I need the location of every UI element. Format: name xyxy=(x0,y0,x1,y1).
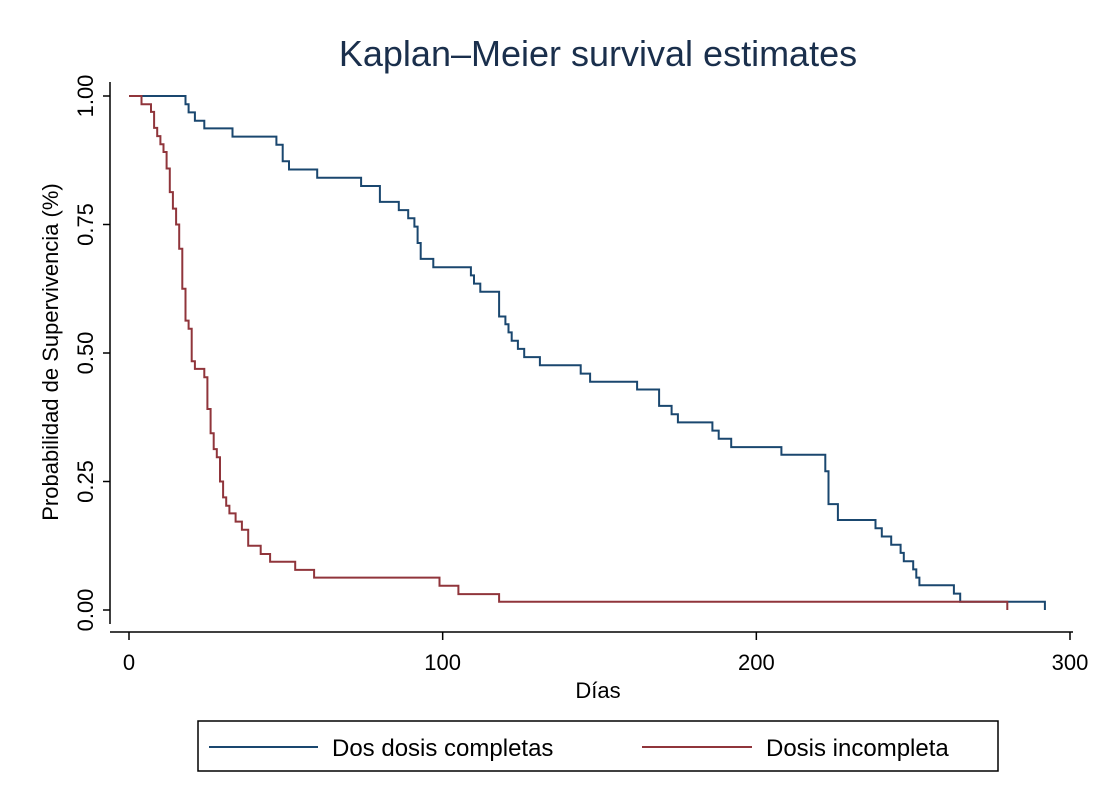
series-lines xyxy=(129,95,1046,610)
legend-item-1: Dos dosis completas xyxy=(209,735,553,762)
x-axis-ticks: 0 100 200 300 xyxy=(123,632,1088,675)
chart-title: Kaplan–Meier survival estimates xyxy=(339,33,857,74)
y-axis-label: Probabilidad de Supervivencia (%) xyxy=(38,183,63,521)
legend-label-1: Dos dosis completas xyxy=(332,735,553,762)
y-tick-label: 0.75 xyxy=(73,203,98,246)
y-tick-label: 0.25 xyxy=(73,460,98,503)
y-tick-label: 0.50 xyxy=(73,332,98,375)
series-line-1 xyxy=(129,95,1046,610)
x-tick-label: 0 xyxy=(123,650,135,675)
x-axis-label: Días xyxy=(575,678,620,703)
x-tick-label: 100 xyxy=(424,650,461,675)
x-tick-label: 200 xyxy=(738,650,775,675)
legend-label-2: Dosis incompleta xyxy=(766,735,949,762)
y-tick-label: 0.00 xyxy=(73,589,98,632)
legend-item-2: Dosis incompleta xyxy=(642,735,949,762)
x-tick-label: 300 xyxy=(1052,650,1089,675)
y-axis-ticks: 0.00 0.25 0.50 0.75 1.00 xyxy=(73,75,110,632)
y-tick-label: 1.00 xyxy=(73,75,98,118)
legend-box xyxy=(197,720,999,772)
series-line-2 xyxy=(129,95,1009,610)
